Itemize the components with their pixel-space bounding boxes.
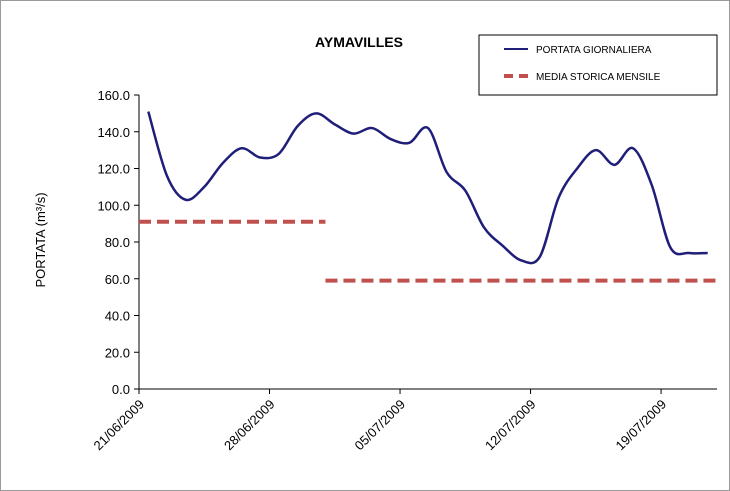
legend-box xyxy=(478,34,718,96)
y-tick-label: 100.0 xyxy=(97,198,130,213)
y-tick-label: 160.0 xyxy=(97,88,130,103)
legend-label-media-storica-mensile: MEDIA STORICA MENSILE xyxy=(536,72,661,83)
y-axis-label: PORTATA (m³/s) xyxy=(33,192,48,287)
legend: PORTATA GIORNALIERA MEDIA STORICA MENSIL… xyxy=(478,34,718,96)
series-line-portata-giornaliera xyxy=(147,111,708,265)
x-tick-label: 19/07/2009 xyxy=(613,397,670,454)
plot-area: 0.0 20.0 40.0 60.0 80.0 100.0 120.0 140.0 160.0 2… xyxy=(90,88,717,453)
y-tick-label: 20.0 xyxy=(105,345,130,360)
y-tick-label: 140.0 xyxy=(97,125,130,140)
x-tick-label: 21/06/2009 xyxy=(90,397,147,454)
legend-label-portata-giornaliera: PORTATA GIORNALIERA xyxy=(536,45,652,56)
y-tick-label: 40.0 xyxy=(105,309,130,324)
y-tick-label: 80.0 xyxy=(105,235,130,250)
y-tick-label: 120.0 xyxy=(97,162,130,177)
chart-title: AYMAVILLES xyxy=(315,34,403,50)
y-tick-label: 60.0 xyxy=(105,272,130,287)
x-tick-label: 12/07/2009 xyxy=(482,397,539,454)
y-tick-label: 0.0 xyxy=(112,382,130,397)
x-tick-label: 28/06/2009 xyxy=(221,397,278,454)
x-tick-label: 05/07/2009 xyxy=(352,397,409,454)
